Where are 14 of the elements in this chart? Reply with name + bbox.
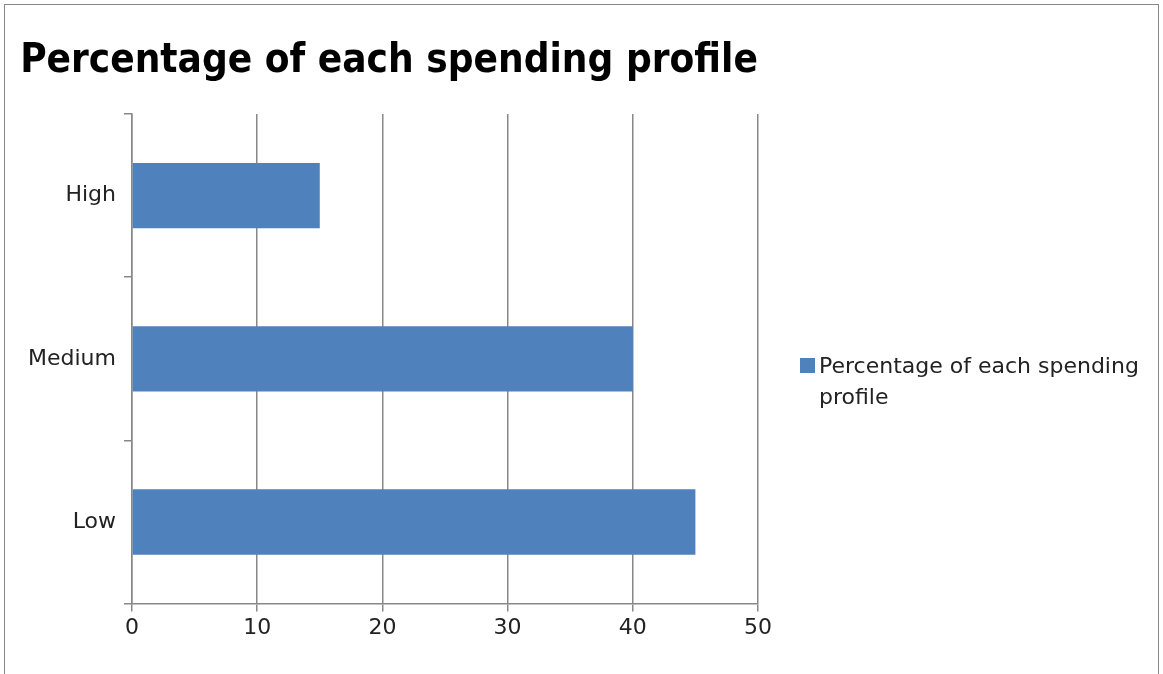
bar (132, 326, 633, 392)
chart-title: Percentage of each spending profile (20, 35, 758, 82)
y-tick-label: Low (72, 507, 116, 533)
x-tick-label: 0 (124, 613, 139, 639)
y-tick-label: High (65, 181, 116, 207)
bar (132, 489, 696, 555)
x-tick-label: 10 (243, 613, 272, 639)
x-tick-label: 30 (493, 613, 522, 639)
bar (132, 162, 320, 229)
legend-label: Percentage of each spending profile (819, 352, 1140, 411)
x-tick-label: 40 (618, 613, 647, 639)
x-tick-label: 50 (744, 613, 772, 639)
y-tick-label: Medium (28, 344, 116, 370)
x-tick-label: 20 (368, 613, 397, 639)
